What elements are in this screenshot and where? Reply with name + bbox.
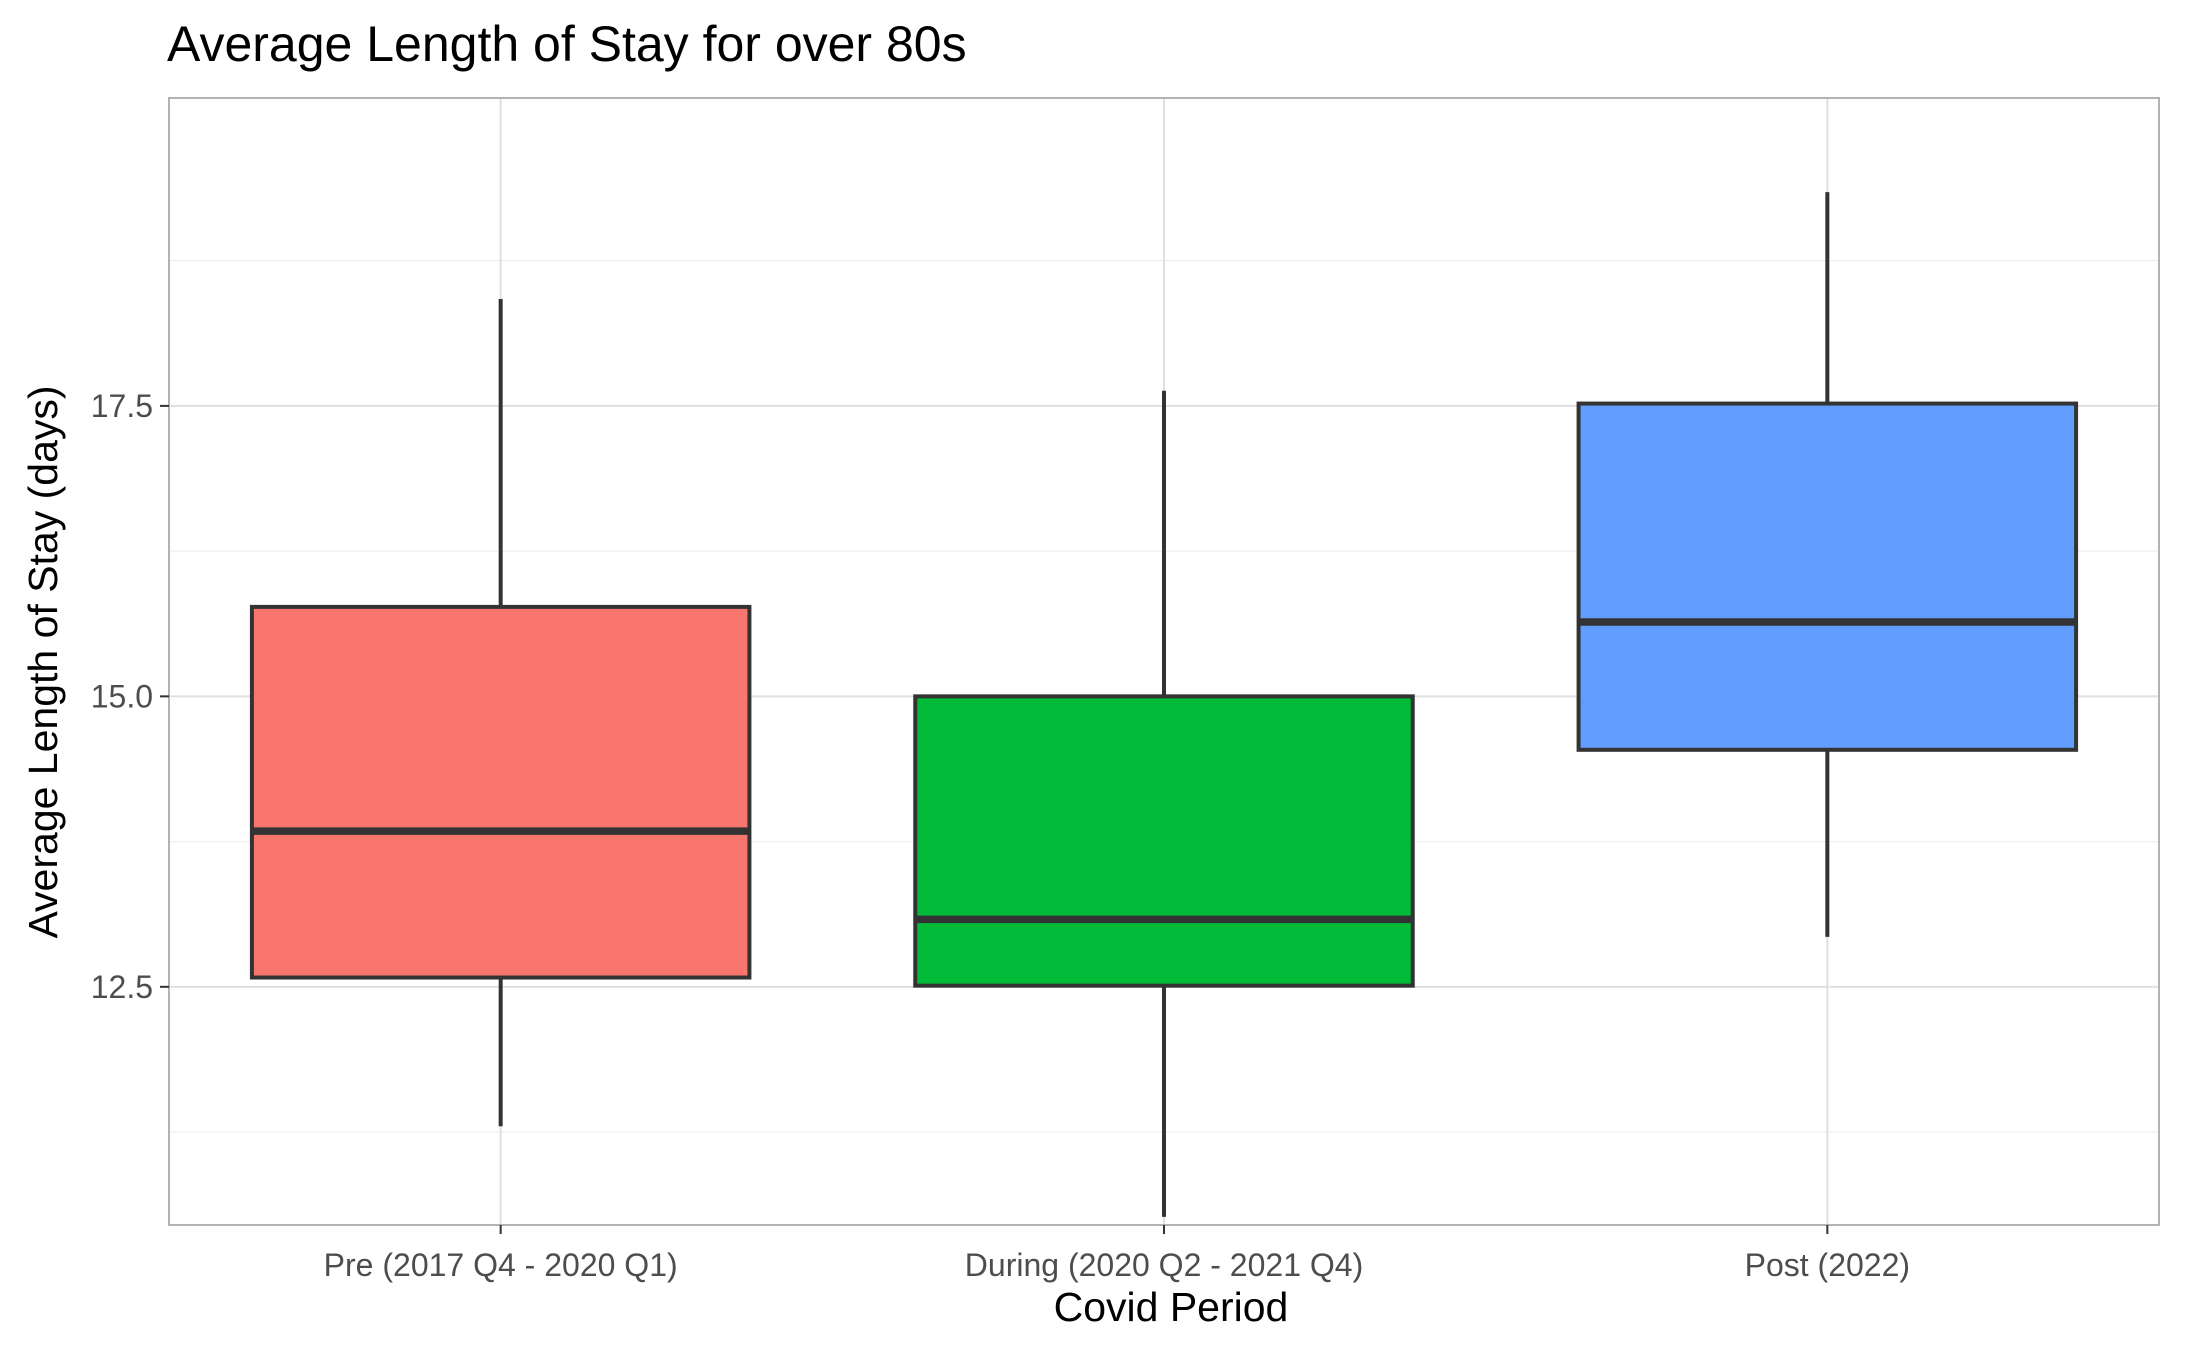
y-axis-title: Average Length of Stay (days) [20,385,66,938]
box-iqr [249,604,752,980]
x-tick-label: Pre (2017 Q4 - 2020 Q1) [324,1247,678,1283]
y-tick-label: 15.0 [91,678,153,714]
x-tick-label: Post (2022) [1745,1247,1910,1283]
box-iqr [913,694,1415,988]
box-group [1576,192,2079,937]
y-axis: 12.5 15.0 17.5 [91,388,169,1005]
boxes-layer [249,192,2079,1217]
x-tick-label: During (2020 Q2 - 2021 Q4) [965,1247,1363,1283]
chart-title: Average Length of Stay for over 80s [167,16,967,72]
box-group [913,390,1415,1217]
box-group [249,299,752,1127]
y-tick-label: 12.5 [91,969,153,1005]
y-tick-label: 17.5 [91,388,153,424]
box-iqr [1576,401,2079,752]
x-axis: Pre (2017 Q4 - 2020 Q1) During (2020 Q2 -… [324,1225,1910,1283]
x-axis-title: Covid Period [1054,1284,1289,1330]
